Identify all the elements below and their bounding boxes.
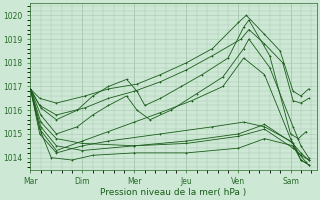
X-axis label: Pression niveau de la mer( hPa ): Pression niveau de la mer( hPa ) xyxy=(100,188,247,197)
